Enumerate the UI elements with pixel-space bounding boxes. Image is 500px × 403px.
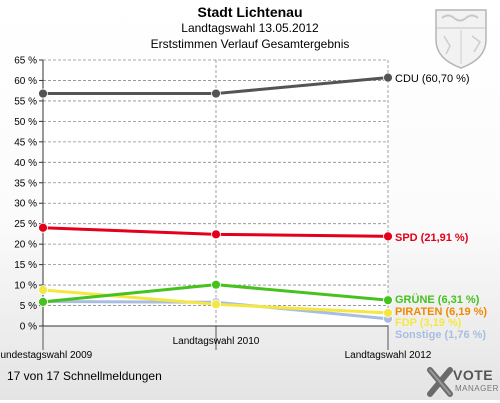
y-tick-label: 5 %	[20, 301, 37, 312]
logo-text-vote: VOTE	[453, 367, 494, 383]
data-point-grüne	[383, 295, 393, 306]
data-point-spd	[38, 222, 48, 233]
x-tick-label: Landtagswahl 2012	[345, 350, 432, 361]
series-end-label-piraten: PIRATEN (6,19 %)	[395, 306, 487, 318]
y-tick-label: 40 %	[14, 158, 37, 169]
data-point-fdp	[38, 285, 48, 295]
y-tick-label: 25 %	[14, 219, 37, 230]
y-tick-label: 60 %	[14, 76, 37, 87]
y-tick-label: 65 %	[14, 56, 37, 67]
vote-x-icon	[427, 367, 453, 397]
data-point-spd	[383, 231, 393, 242]
y-tick-label: 20 %	[14, 240, 37, 251]
data-point-fdp	[211, 299, 221, 310]
data-point-fdp	[383, 308, 393, 318]
vote-manager-logo: VOTE MANAGER	[426, 366, 498, 398]
chart-subtitle-2: Erststimmen Verlauf Gesamtergebnis	[150, 37, 350, 51]
coat-of-arms-icon	[435, 9, 487, 69]
x-tick-label: Landtagswahl 2010	[173, 336, 260, 347]
y-tick-label: 35 %	[14, 178, 37, 189]
y-tick-label: 15 %	[14, 260, 37, 271]
data-point-spd	[211, 229, 221, 240]
series-end-label-grüne: GRÜNE (6,31 %)	[395, 293, 480, 306]
series-end-label-fdp: FDP (3,19 %)	[395, 317, 462, 329]
y-tick-label: 55 %	[14, 96, 37, 107]
logo-text-manager: MANAGER	[455, 384, 499, 393]
x-tick-label: Bundestagswahl 2009	[0, 350, 93, 361]
y-tick-label: 0 %	[20, 322, 37, 333]
y-tick-label: 30 %	[14, 199, 37, 210]
series-end-label-cdu: CDU (60,70 %)	[395, 73, 470, 85]
data-point-cdu	[383, 72, 393, 83]
data-point-cdu	[211, 88, 221, 99]
data-point-grüne	[211, 279, 221, 290]
chart-title: Stadt Lichtenau	[197, 4, 303, 20]
y-tick-label: 50 %	[14, 117, 37, 128]
y-tick-label: 45 %	[14, 137, 37, 148]
series-end-label-spd: SPD (21,91 %)	[395, 232, 469, 244]
status-text: 17 von 17 Schnellmeldungen	[7, 369, 162, 383]
data-point-cdu	[38, 88, 48, 99]
chart-subtitle: Landtagswahl 13.05.2012	[181, 21, 319, 35]
y-tick-label: 10 %	[14, 281, 37, 292]
data-point-grüne	[38, 296, 48, 307]
series-end-label-sonstige: Sonstige (1,76 %)	[395, 329, 486, 341]
